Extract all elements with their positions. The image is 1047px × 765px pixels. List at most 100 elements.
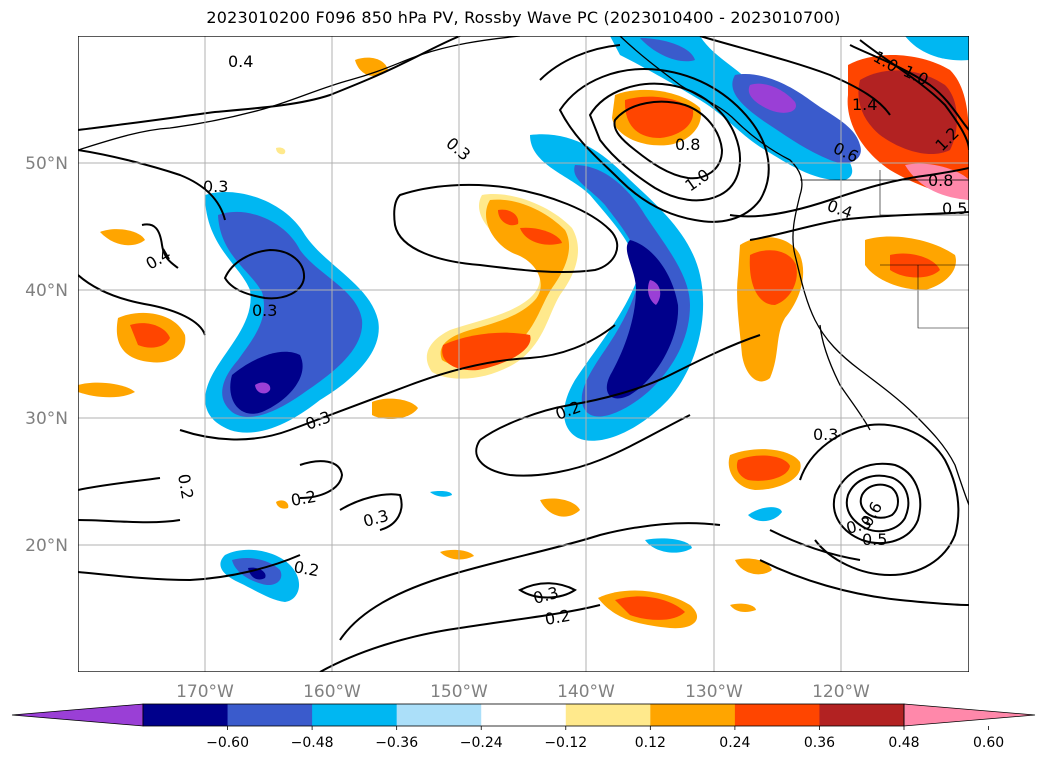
north-america-coast [619,36,969,506]
pos-shade-central-top2 [520,227,562,245]
contour-label: 1.4 [852,95,877,114]
contour-0.2-bottom [339,522,721,641]
colorbar-segment [565,704,651,726]
contour-0.6-low [859,483,899,519]
neg-shade-north-peak [748,83,796,113]
lon-label-140w: 140°W [557,682,615,702]
colorbar-tick-label: 0.60 [973,735,1004,751]
pv-negative-shading [205,36,969,602]
contour-label: 0.3 [813,425,838,444]
colorbar-extend-max [903,703,1036,727]
pos-shade-west-small [100,229,145,246]
pos-shade-west-core [130,323,170,348]
contour-label: 0.3 [252,301,277,320]
contour-ridge-b [749,211,969,241]
contour-trough-outer-b [699,36,891,116]
contour-south-east-b [769,529,861,561]
colorbar-segment [396,704,482,726]
pos-shade-coast-core [749,250,797,305]
pv-positive-shading [78,54,969,629]
contour-labels: 0.4 0.3 0.4 0.3 0.3 0.3 0.2 0.2 0.3 0.2 … [143,47,968,629]
pos-shade-ne-peak [905,163,969,200]
map-title: 2023010200 F096 850 hPa PV, Rossby Wave … [206,8,841,27]
latitude-labels: 50°N 40°N 30°N 20°N [25,154,68,556]
contour-0.2-south [78,554,301,582]
lat-label-30n: 30°N [25,409,68,429]
contour-1.2-ne [849,44,969,131]
colorbar-tick-label: −0.48 [291,735,334,751]
contour-0.3-small [339,493,403,531]
contour-label: 0.2 [289,487,317,510]
colorbar-segment [312,704,398,726]
neg-shade-west-peak [255,382,271,394]
pos-shade-small-g [276,500,289,509]
colorbar-tick-label: −0.60 [206,735,249,751]
contour-0.3-loop [223,248,306,300]
lon-label-120w: 120°W [812,682,870,702]
colorbar-tick-label: 0.36 [804,735,835,751]
pos-shade-ne-core [858,70,957,155]
longitude-labels: 170°W 160°W 150°W 140°W 130°W 120°W [176,682,870,702]
colorbar-outline [142,703,905,727]
colorbar-segment [481,704,567,726]
aleutian-coast [78,36,521,151]
contour-0.4-small [141,223,179,269]
pos-shade-small-e [355,57,388,76]
contour-0.2-loop [475,414,691,477]
neg-shade-small-3 [430,491,452,497]
contour-west-a [78,274,206,336]
lat-label-40n: 40°N [25,281,68,301]
pos-shade-east-core [890,253,940,278]
contour-bottom-b [319,604,601,672]
contour-0.3-center [393,183,619,274]
colorbar-tick-label: 0.12 [635,735,666,751]
contour-label: 0.5 [862,530,887,549]
contour-label: 0.2 [292,557,320,580]
colorbar-segment [650,704,736,726]
pos-shade-small-a [540,498,580,517]
contour-1.0-ne [859,39,969,151]
contour-label: 0.8 [928,171,953,190]
pos-shade-north-core [624,96,694,138]
map-panel: 0.4 0.3 0.4 0.3 0.3 0.3 0.2 0.2 0.3 0.2 … [78,36,969,672]
pos-shade-mid-small [372,398,418,420]
neg-shade-small-2 [748,507,782,522]
neg-shade-central-peak [648,280,661,305]
contour-label: 0.2 [543,606,571,629]
lon-label-160w: 160°W [303,682,361,702]
contour-0.3-south [179,324,616,441]
contour-label: 0.4 [228,52,253,71]
contour-0.8-trough [558,68,770,223]
contour-label: 0.5 [942,199,967,218]
contour-south-east [759,559,969,606]
colorbar-segments [11,703,1036,727]
contour-label: 0.2 [174,472,197,500]
pos-shade-central-top [498,209,519,226]
pos-shade-central-core [442,332,531,371]
contour-low-outer [799,423,960,577]
lon-label-170w: 170°W [176,682,234,702]
contour-0.2-west [78,477,161,491]
pos-shade-south1-core [736,455,790,481]
baja-coast [819,324,871,431]
colorbar-tick-label: −0.24 [460,735,503,751]
colorbar-tick-label: 0.48 [888,735,919,751]
colorbar-segment [143,704,229,726]
pos-shade-small-b [440,549,474,560]
colorbar: −0.60 −0.48 −0.36 −0.24 −0.12 0.12 0.24 0.36 0.4… [11,703,1036,751]
contour-trough-outer-a [539,44,621,81]
colorbar-ticks: −0.60 −0.48 −0.36 −0.24 −0.12 0.12 0.24 0.36 0.4… [206,726,1004,751]
neg-shade-north-small [640,38,695,62]
neg-shade-west-core [230,351,303,414]
contour-south-a [78,519,181,524]
colorbar-tick-label: 0.24 [719,735,750,751]
colorbar-tick-label: −0.12 [544,735,587,751]
pos-shade-south2-core [615,596,685,620]
contour-0.3-tiny [518,582,577,599]
colorbar-segment [819,704,905,726]
contour-0.5-low [845,474,910,533]
contour-0.3-nw [78,149,226,221]
neg-shade-ne-corner [905,36,969,61]
lon-label-150w: 150°W [430,682,488,702]
gridlines [78,36,969,672]
